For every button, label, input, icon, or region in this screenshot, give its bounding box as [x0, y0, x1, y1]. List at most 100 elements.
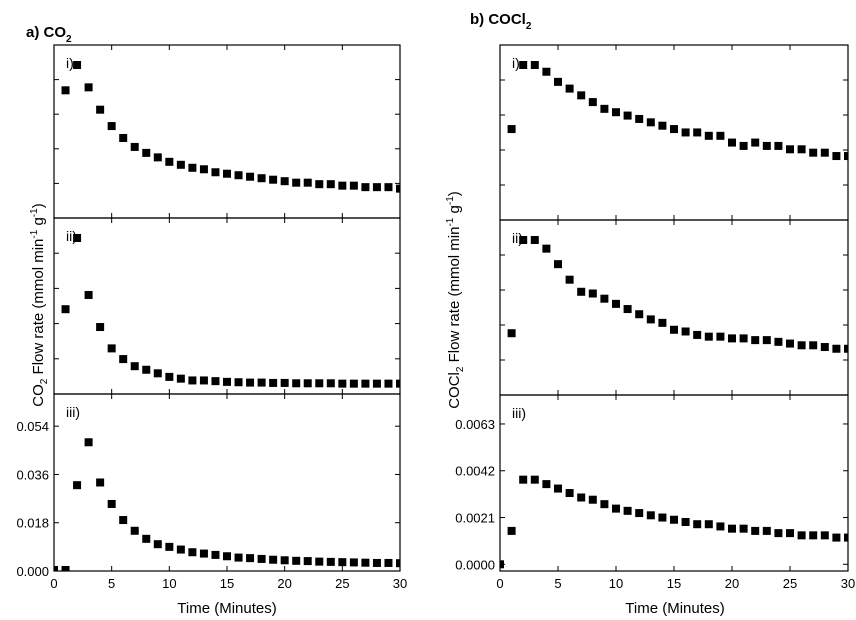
data-point [107, 344, 116, 353]
data-point [530, 236, 539, 244]
data-point [73, 234, 82, 242]
data-point [372, 379, 381, 388]
data-point [84, 83, 93, 92]
subplot-6: 0 5 10 15 20 25 30 0.0000 0.0021 0.0042 0.0063 iii) [455, 394, 855, 591]
data-point [211, 168, 220, 177]
subplot-2: ii) [53, 217, 401, 395]
x-tick-label: 20 [277, 576, 291, 591]
data-point [54, 566, 58, 571]
data-point [130, 526, 139, 535]
subplot-label: iii) [512, 405, 526, 421]
data-point [303, 379, 312, 388]
subplot-label: i) [512, 55, 520, 71]
data-point [165, 157, 174, 166]
data-point [269, 378, 278, 387]
subplot-label: ii) [512, 230, 523, 246]
data-point [670, 125, 678, 134]
data-point [762, 141, 771, 150]
data-point [500, 560, 504, 569]
plot-frame [499, 219, 849, 396]
data-point [326, 180, 335, 189]
data-point [211, 550, 220, 559]
data-point [588, 495, 597, 504]
data-point [786, 339, 794, 348]
data-point [315, 379, 324, 388]
data-point [600, 500, 609, 509]
data-point [338, 181, 347, 190]
data-point [577, 91, 586, 100]
data-point [292, 379, 301, 388]
data-point [176, 374, 185, 383]
data-point [119, 133, 128, 142]
subplot-label: i) [66, 55, 74, 71]
panel-a-title: a) CO2 [26, 24, 72, 45]
data-point [519, 236, 528, 244]
data-point [658, 318, 667, 327]
data-point [372, 183, 381, 192]
plot-frame [499, 394, 849, 572]
data-point [658, 513, 667, 522]
data-point [396, 559, 400, 568]
data-point [832, 344, 841, 353]
data-point [681, 128, 690, 137]
data-point [612, 299, 620, 308]
x-tick-label: 20 [725, 576, 739, 591]
data-point [809, 531, 818, 540]
data-point [716, 131, 725, 140]
x-tick-label: 0 [50, 576, 57, 591]
data-point [119, 355, 128, 364]
data-point [786, 145, 794, 154]
y-tick-label: 0.018 [16, 516, 49, 531]
data-point [623, 111, 632, 120]
data-point [739, 334, 748, 343]
data-point [588, 98, 597, 107]
data-point [349, 558, 358, 567]
data-point [246, 378, 255, 387]
data-point [809, 148, 818, 157]
data-point [565, 275, 574, 284]
data-point [820, 531, 829, 540]
panel-b-title: b) COCl2 [470, 11, 532, 32]
data-point [361, 379, 370, 388]
data-point [96, 105, 105, 114]
subplot-label: iii) [66, 404, 80, 420]
data-point [142, 365, 151, 374]
panel-b-ylabel: COCl2 Flow rate (mmol min-1 g-1) [445, 191, 466, 409]
data-point [199, 549, 208, 558]
data-point [361, 558, 370, 567]
data-point [519, 61, 528, 69]
data-point [728, 334, 736, 343]
data-point [704, 520, 713, 529]
data-point [61, 86, 70, 95]
panel-a-xlabel: Time (Minutes) [177, 600, 276, 617]
data-point [361, 183, 370, 192]
data-point [280, 556, 289, 565]
data-point [554, 484, 562, 493]
data-point [739, 141, 748, 150]
data-point [188, 548, 197, 557]
data-point [832, 533, 841, 542]
data-point [223, 552, 231, 561]
data-point [142, 148, 151, 157]
subplot-5: ii) [499, 219, 849, 396]
data-point [774, 337, 783, 346]
data-point [280, 378, 289, 387]
data-point [554, 260, 562, 269]
data-point [716, 332, 725, 341]
data-point [130, 142, 139, 151]
data-point [716, 522, 725, 531]
data-point [130, 362, 139, 371]
data-point [107, 122, 116, 131]
data-point [577, 287, 586, 296]
data-point [751, 336, 760, 345]
data-point [507, 329, 516, 338]
data-point [188, 163, 197, 172]
data-point [165, 372, 174, 381]
data-point [530, 61, 539, 69]
data-point [257, 174, 266, 183]
data-point [646, 315, 655, 324]
data-point [165, 542, 174, 551]
data-point [246, 554, 255, 563]
data-point [739, 524, 748, 533]
data-point [61, 305, 70, 314]
